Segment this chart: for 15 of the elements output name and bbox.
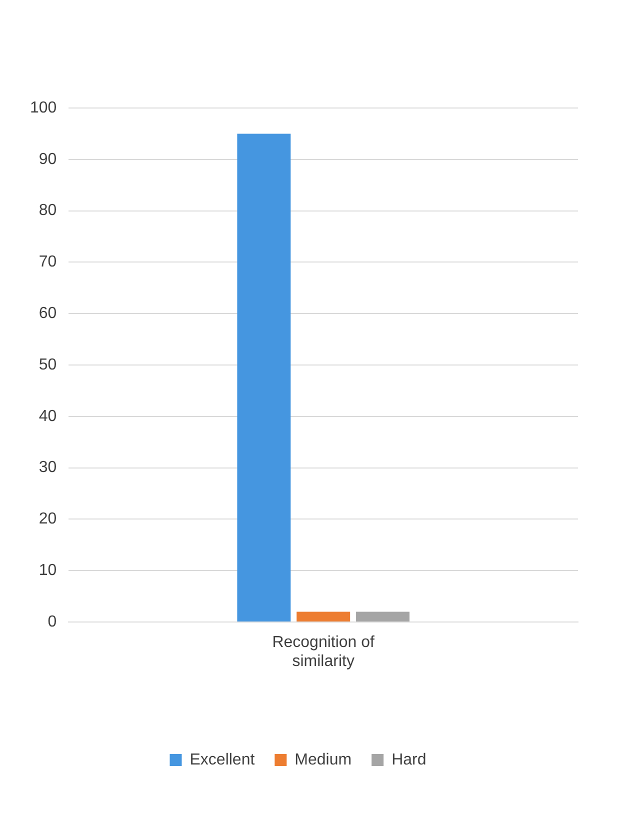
y-tick-label: 10 — [38, 562, 57, 580]
legend-label: Medium — [294, 751, 352, 768]
y-tick-label: 40 — [38, 408, 57, 425]
legend-label: Excellent — [190, 751, 256, 768]
y-tick-label: 30 — [38, 459, 57, 476]
x-tick-label: Recognition of similarity — [272, 634, 376, 670]
y-tick-label: 70 — [38, 254, 57, 271]
y-tick-label: 50 — [38, 356, 57, 374]
y-tick-label: 90 — [38, 150, 57, 168]
y-tick-label: 100 — [30, 99, 57, 116]
legend-label: Hard — [392, 751, 426, 768]
y-tick-label: 80 — [38, 202, 57, 220]
y-tick-label: 20 — [38, 510, 57, 528]
y-tick-label: 0 — [48, 613, 57, 630]
y-tick-label: 60 — [38, 305, 57, 322]
